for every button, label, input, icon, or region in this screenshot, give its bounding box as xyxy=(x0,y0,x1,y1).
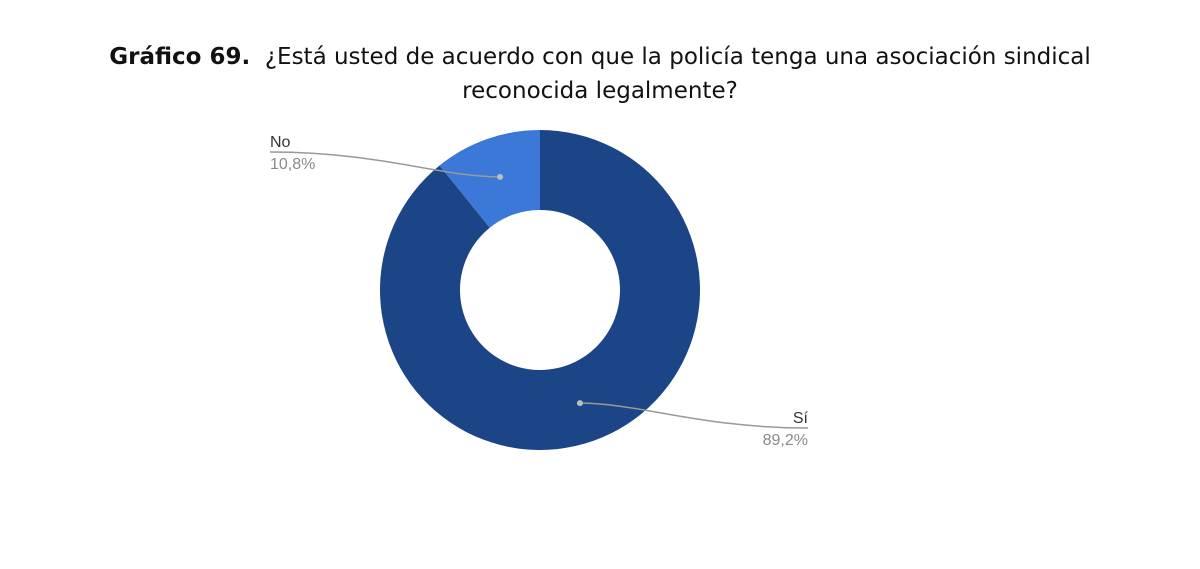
chart-title-line-2: reconocida legalmente? xyxy=(462,78,738,104)
donut-slice-si xyxy=(380,130,700,450)
chart-title-text: ¿Está usted de acuerdo con que la policí… xyxy=(264,44,1091,70)
leader-dot-si xyxy=(576,400,583,407)
chart-title-label: Gráfico 69. xyxy=(109,44,251,70)
donut-slices xyxy=(380,130,700,450)
leader-dot-no xyxy=(497,173,504,180)
slice-value-no: 10,8% xyxy=(270,156,315,173)
leader-line-no xyxy=(269,151,501,178)
leader-line-si xyxy=(579,402,809,429)
chart-title-line-1: Gráfico 69. ¿Está usted de acuerdo con q… xyxy=(0,40,1200,74)
slice-label-no: No xyxy=(270,134,291,151)
chart-title: Gráfico 69. ¿Está usted de acuerdo con q… xyxy=(0,40,1200,108)
slice-value-si: 89,2% xyxy=(763,432,808,449)
donut-slice-no xyxy=(439,130,540,228)
slice-label-si: Sí xyxy=(793,410,809,427)
slice-leader-lines xyxy=(269,151,809,429)
